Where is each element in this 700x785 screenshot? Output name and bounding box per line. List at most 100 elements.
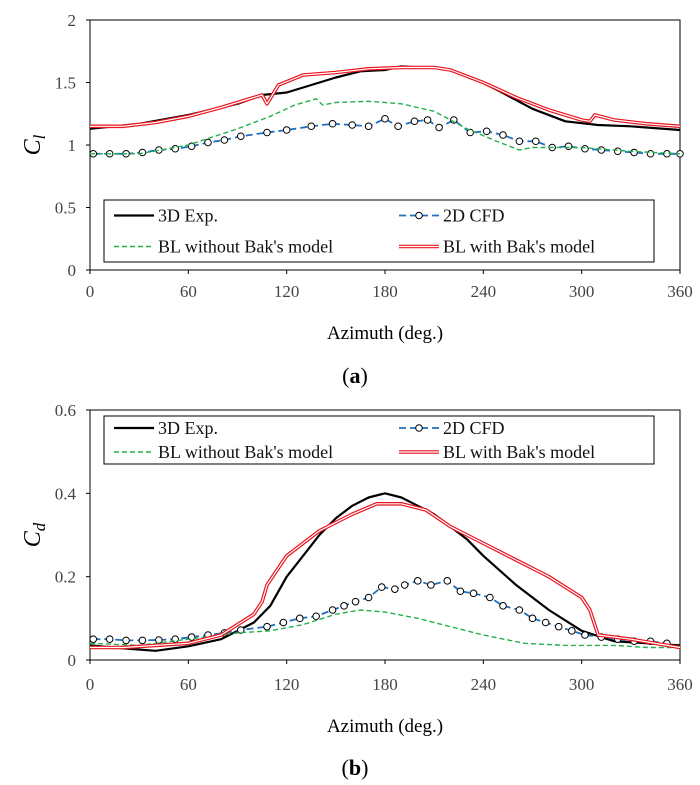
data-point xyxy=(348,121,357,129)
legend-item: BL with Bak's model xyxy=(399,442,595,462)
data-point xyxy=(155,636,163,644)
data-point xyxy=(307,122,316,131)
data-point xyxy=(581,631,589,639)
legend-item: BL without Bak's model xyxy=(114,442,333,462)
data-point xyxy=(364,122,373,131)
y-tick-label: 0 xyxy=(68,651,77,670)
legend-label: BL without Bak's model xyxy=(158,442,333,462)
data-point xyxy=(541,618,550,627)
series-0 xyxy=(89,492,681,652)
data-point xyxy=(568,627,576,635)
chart-panel-a: 0 0.5 1 1.5 2 0 60 120 180 240 300 360 Azimuth (deg.… xyxy=(20,11,693,388)
data-point xyxy=(515,137,524,146)
y-tick-label: 0.4 xyxy=(55,484,77,503)
data-point xyxy=(138,148,147,157)
data-point xyxy=(466,128,475,137)
data-point xyxy=(340,602,348,610)
x-tick-label: 120 xyxy=(274,675,300,694)
data-point xyxy=(204,138,212,147)
data-point xyxy=(410,117,419,126)
legend-label: BL with Bak's model xyxy=(443,237,595,257)
data-point xyxy=(220,136,229,144)
series-3 xyxy=(90,65,681,129)
data-point xyxy=(105,635,114,643)
legend-item: 3D Exp. xyxy=(114,206,218,226)
legend-item: 2D CFD xyxy=(399,418,505,438)
legend-box xyxy=(103,415,655,465)
x-tick-label: 60 xyxy=(180,282,197,301)
data-point xyxy=(377,583,386,591)
y-tick-label: 0.5 xyxy=(55,199,76,218)
data-point xyxy=(263,622,271,631)
x-axis-label: Azimuth (deg.) xyxy=(327,716,443,737)
data-point xyxy=(381,114,389,123)
legend-label: 2D CFD xyxy=(443,206,505,226)
legend-item: BL without Bak's model xyxy=(114,237,333,257)
y-tick-label: 0 xyxy=(68,261,77,280)
data-point xyxy=(564,142,573,151)
x-tick-label: 0 xyxy=(86,675,95,694)
data-point xyxy=(443,577,452,585)
data-point xyxy=(597,146,606,154)
data-point xyxy=(499,602,507,610)
data-point xyxy=(435,123,443,132)
data-point xyxy=(482,127,491,136)
x-tick-label: 300 xyxy=(569,675,595,694)
chart-panel-b: 0 0.2 0.4 0.6 0 60 120 180 240 300 360 Azimuth (deg… xyxy=(20,401,693,780)
data-point xyxy=(236,626,245,634)
data-point xyxy=(364,593,373,602)
x-axis-label: Azimuth (deg.) xyxy=(327,323,443,344)
data-point xyxy=(554,622,563,631)
y-tick-label: 0.2 xyxy=(55,568,76,587)
panel-caption: (a) xyxy=(342,363,368,388)
series-line xyxy=(90,98,681,155)
legend-label: BL without Bak's model xyxy=(158,237,333,257)
y-axis-label: Cl xyxy=(20,134,49,155)
data-point xyxy=(581,144,589,153)
data-point xyxy=(138,636,147,645)
y-tick-label: 0.6 xyxy=(55,401,76,420)
series-2 xyxy=(90,98,681,155)
legend-label: BL with Bak's model xyxy=(443,442,595,462)
x-tick-label: 60 xyxy=(180,675,197,694)
data-point xyxy=(122,636,130,645)
series-line-inner xyxy=(90,66,681,127)
y-axis-label: Cd xyxy=(20,522,49,547)
legend-label: 3D Exp. xyxy=(158,418,218,438)
legend-label: 3D Exp. xyxy=(158,206,218,226)
series-1 xyxy=(89,577,671,648)
legend-marker xyxy=(415,424,423,432)
data-point xyxy=(469,589,478,598)
data-point xyxy=(646,149,655,158)
data-point xyxy=(400,581,409,589)
data-point xyxy=(312,612,320,621)
x-tick-label: 120 xyxy=(274,282,300,301)
data-point xyxy=(528,614,537,623)
x-tick-label: 180 xyxy=(372,282,398,301)
x-tick-label: 360 xyxy=(667,282,693,301)
data-point xyxy=(295,614,304,623)
panel-caption: (b) xyxy=(342,755,369,780)
data-point xyxy=(89,635,98,643)
legend-box xyxy=(103,199,655,263)
data-point xyxy=(391,585,399,593)
series-line xyxy=(89,492,681,652)
data-point xyxy=(531,137,540,146)
series-line xyxy=(90,501,681,650)
data-point xyxy=(328,119,337,128)
data-point xyxy=(413,577,422,585)
data-point xyxy=(486,593,494,602)
series-line-inner xyxy=(90,503,681,649)
data-point xyxy=(282,126,291,134)
x-tick-label: 180 xyxy=(372,675,398,694)
legend-item: BL with Bak's model xyxy=(399,237,595,257)
legend-label: 2D CFD xyxy=(443,418,505,438)
legend: 3D Exp. 2D CFD BL without Bak's model BL wi… xyxy=(103,199,655,263)
data-point xyxy=(263,128,271,137)
series-3 xyxy=(90,501,681,650)
legend-marker xyxy=(415,211,423,220)
data-point xyxy=(630,148,638,157)
x-tick-label: 360 xyxy=(667,675,693,694)
x-tick-label: 0 xyxy=(86,282,95,301)
